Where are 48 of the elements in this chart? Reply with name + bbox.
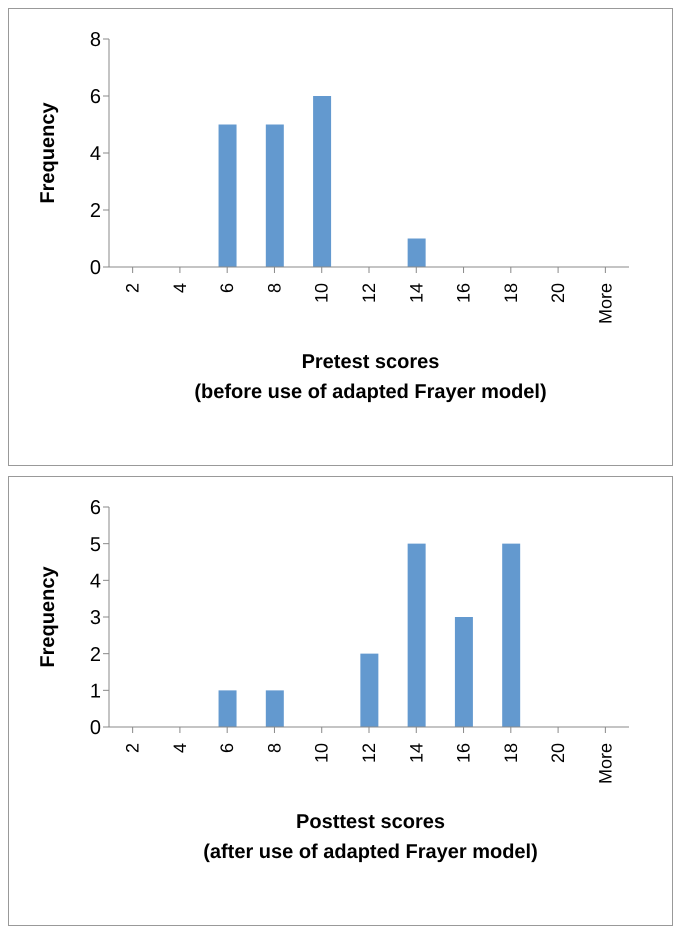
- x-tick-label: 18: [500, 743, 521, 764]
- x-tick-label: 2: [122, 283, 143, 294]
- x-tick-label: 16: [454, 743, 474, 764]
- bar: [454, 617, 473, 727]
- y-tick-label: 2: [90, 200, 101, 222]
- x-tick-label: 2: [122, 743, 143, 754]
- bar: [218, 690, 237, 727]
- x-tick-label: 6: [217, 283, 238, 294]
- y-tick-label: 0: [90, 257, 101, 280]
- bar: [218, 124, 237, 267]
- x-tick-label: 12: [359, 743, 379, 764]
- y-tick-label: 6: [90, 86, 101, 108]
- y-tick-label: 2: [90, 644, 101, 666]
- bar: [266, 124, 284, 267]
- x-tick-label: 18: [500, 283, 521, 304]
- x-axis-title: Pretest scores (before use of adapted Frayer model): [193, 350, 548, 405]
- y-tick-label: 4: [90, 570, 101, 592]
- x-tick-label: 4: [170, 743, 190, 754]
- x-tick-label: 4: [170, 283, 190, 294]
- x-tick-label: 12: [359, 283, 379, 304]
- x-tick-label: 20: [548, 283, 568, 304]
- y-tick-label: 4: [90, 143, 101, 166]
- x-tick-label: 14: [406, 743, 426, 764]
- bar: [313, 96, 332, 267]
- y-tick-label: 6: [90, 497, 101, 520]
- bar: [266, 690, 284, 727]
- x-tick-label: 8: [264, 283, 284, 294]
- x-tick-label: 8: [264, 743, 284, 754]
- x-tick-label: 10: [312, 743, 332, 764]
- x-tick-label: 14: [406, 283, 426, 304]
- bar: [360, 654, 378, 727]
- y-axis-title: Frequency: [37, 102, 60, 204]
- x-tick-label: 20: [548, 743, 568, 764]
- y-tick-label: 5: [90, 534, 101, 556]
- x-axis-title: Posttest scores (after use of adapted Frayer model): [202, 810, 539, 865]
- bar: [502, 544, 520, 727]
- x-tick-label: 6: [217, 743, 238, 754]
- y-axis-title: Frequency: [37, 566, 60, 668]
- y-tick-label: 0: [90, 717, 101, 740]
- x-tick-label: 16: [454, 283, 474, 304]
- y-tick-label: 3: [90, 607, 101, 630]
- y-tick-label: 1: [90, 680, 101, 702]
- x-tick-label: More: [595, 283, 616, 324]
- bar: [408, 238, 426, 267]
- x-tick-label: 10: [312, 283, 332, 304]
- bar: [408, 544, 426, 727]
- y-tick-label: 8: [90, 29, 101, 52]
- x-tick-label: More: [595, 743, 616, 784]
